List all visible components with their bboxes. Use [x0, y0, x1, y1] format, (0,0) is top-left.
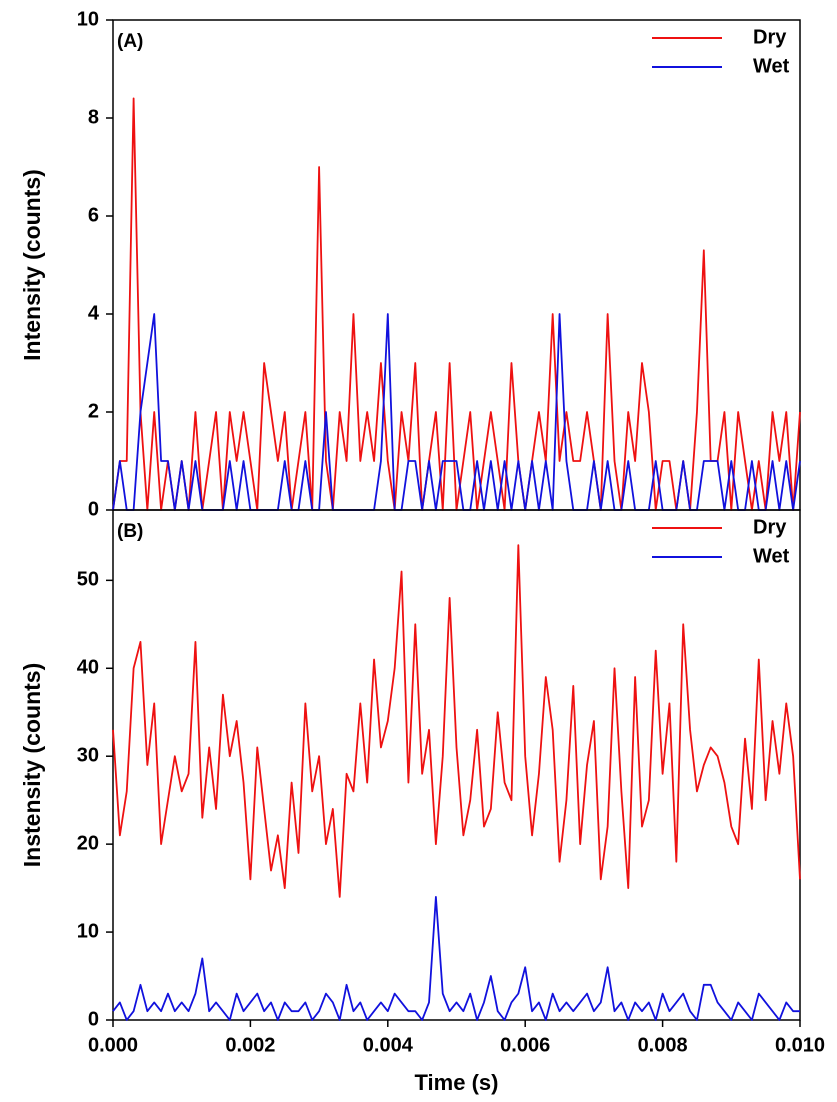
- x-tick-label: 0.006: [500, 1034, 550, 1056]
- y-tick-label: 4: [88, 302, 100, 324]
- y-tick-label: 2: [88, 400, 99, 422]
- data-line: [112, 313, 801, 511]
- x-tick-label: 0.000: [88, 1034, 138, 1056]
- y-tick-label: 10: [77, 8, 99, 30]
- x-tick-label: 0.004: [363, 1034, 414, 1056]
- y-tick-label: 50: [77, 569, 99, 591]
- panel-title: (B): [117, 521, 143, 542]
- y-tick-label: 30: [77, 744, 99, 766]
- y-tick-label: 8: [88, 106, 99, 128]
- legend-label: Wet: [753, 545, 790, 567]
- y-tick-label: 20: [77, 832, 99, 854]
- x-axis-label: Time (s): [415, 1070, 499, 1095]
- y-axis-label: Instensity (counts): [19, 663, 45, 867]
- plot-frame: [112, 19, 801, 511]
- plot-frame: [112, 509, 801, 1021]
- data-line: [112, 544, 801, 898]
- y-tick-label: 6: [88, 204, 99, 226]
- legend-label: Wet: [753, 55, 790, 77]
- legend-label: Dry: [753, 26, 787, 48]
- x-tick-label: 0.008: [638, 1034, 688, 1056]
- x-tick-label: 0.002: [225, 1034, 275, 1056]
- data-line: [112, 97, 801, 511]
- y-tick-label: 0: [88, 498, 99, 520]
- x-tick-label: 0.010: [775, 1034, 825, 1056]
- y-tick-label: 0: [88, 1008, 99, 1030]
- y-axis-label: Intensity (counts): [19, 169, 45, 361]
- y-tick-label: 40: [77, 657, 99, 679]
- legend-label: Dry: [753, 516, 787, 538]
- panel-title: (A): [117, 31, 143, 52]
- y-tick-label: 10: [77, 920, 99, 942]
- data-line: [112, 895, 800, 1021]
